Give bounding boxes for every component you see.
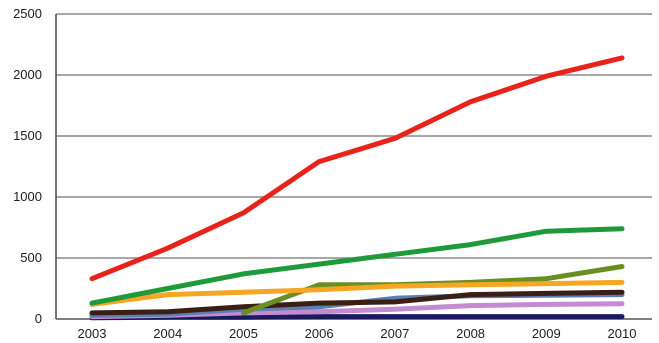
y-tick-label-1500: 1500 (13, 128, 42, 143)
y-tick-label-0: 0 (35, 311, 42, 326)
x-tick-label-2003: 2003 (78, 326, 107, 341)
x-tick-label-2006: 2006 (305, 326, 334, 341)
y-tick-label-2500: 2500 (13, 6, 42, 21)
y-tick-label-2000: 2000 (13, 67, 42, 82)
series-line-1 (89, 55, 625, 282)
x-tick-labels: 2003 2004 2005 2006 2007 2008 2009 2010 (78, 326, 637, 341)
x-tick-label-2007: 2007 (380, 326, 409, 341)
series-lines (89, 55, 625, 321)
gridlines (56, 13, 652, 259)
y-tick-labels: 0 500 1000 1500 2000 2500 (13, 6, 42, 326)
x-tick-label-2010: 2010 (608, 326, 637, 341)
series-line-3 (89, 279, 625, 307)
x-tick-label-2008: 2008 (456, 326, 485, 341)
y-tick-label-1000: 1000 (13, 189, 42, 204)
axes (55, 14, 652, 320)
series-line-2 (89, 226, 625, 306)
x-tick-label-2005: 2005 (229, 326, 258, 341)
x-tick-label-2004: 2004 (153, 326, 182, 341)
series-line-5 (89, 289, 625, 316)
x-tick-label-2009: 2009 (532, 326, 561, 341)
y-tick-label-500: 500 (20, 250, 42, 265)
